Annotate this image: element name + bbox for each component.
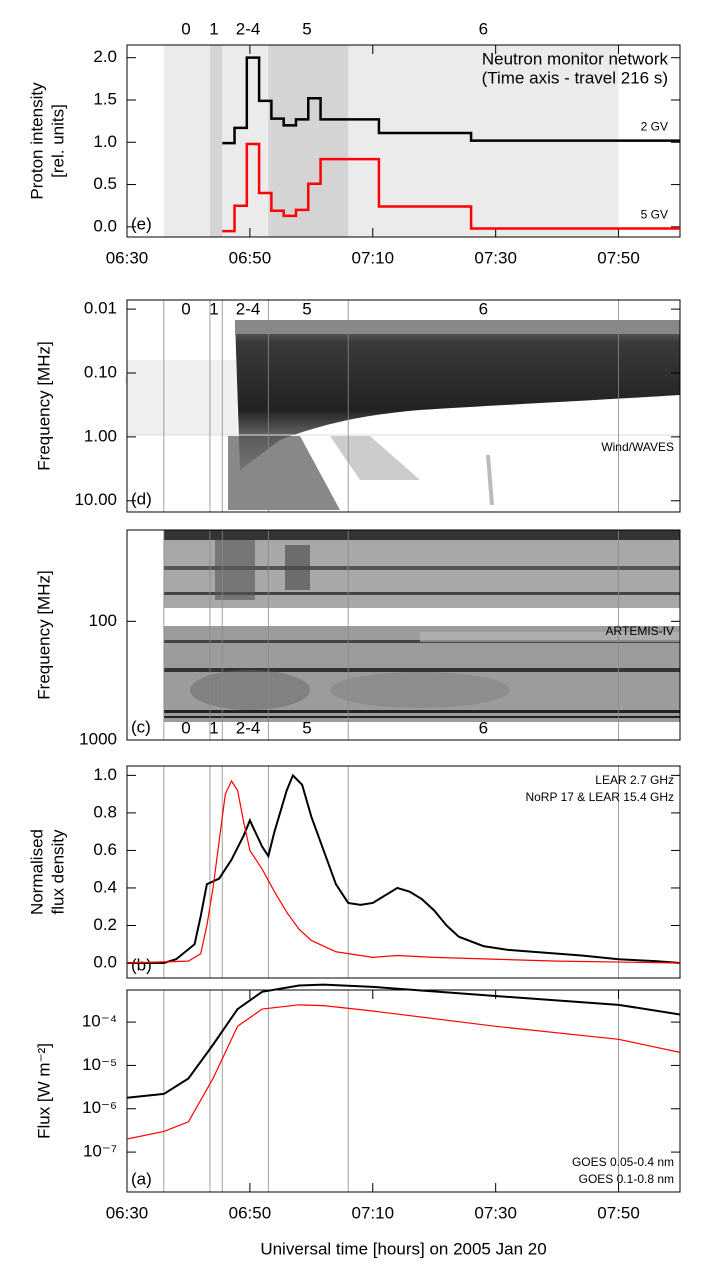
panel-label: (a) <box>131 1169 152 1188</box>
event-label: 0 <box>181 299 190 318</box>
y-tick-label: 1000 <box>79 729 117 748</box>
artemis-spectrogram <box>164 530 680 722</box>
series-line <box>126 779 681 964</box>
event-label: 5 <box>302 19 311 38</box>
x-tick-label: 07:50 <box>597 1203 640 1222</box>
x-tick-label: 07:10 <box>352 248 395 267</box>
x-tick-label: 07:50 <box>597 248 640 267</box>
event-label: 1 <box>209 19 218 38</box>
x-axis-label: Universal time [hours] on 2005 Jan 20 <box>260 1239 546 1258</box>
panel-label: (c) <box>131 717 151 736</box>
y-tick-label: 10⁻⁶ <box>82 1098 117 1117</box>
event-label: 1 <box>209 299 218 318</box>
y-tick-label: 1.0 <box>93 765 117 784</box>
y-axis-label: Proton intensity <box>27 82 46 200</box>
plot-frame <box>126 529 681 741</box>
legend-entry: NoRP 17 & LEAR 15.4 GHz <box>525 790 674 804</box>
y-axis-label: [rel. units] <box>48 104 67 178</box>
y-tick-label: 0.0 <box>93 216 117 235</box>
event-label: 2-4 <box>236 299 261 318</box>
annotation: (Time axis - travel 216 s) <box>482 68 668 87</box>
legend-entry: GOES 0.1-0.8 nm <box>579 1172 674 1186</box>
x-tick-label: 06:30 <box>106 248 149 267</box>
x-tick-label: 07:10 <box>352 1203 395 1222</box>
series-label: 5 GV <box>641 208 668 222</box>
step-line <box>222 56 680 145</box>
event-label: 6 <box>479 718 488 737</box>
y-tick-label: 0.01 <box>84 299 117 318</box>
legend-entry: LEAR 2.7 GHz <box>595 773 674 787</box>
y-tick-label: 1.5 <box>93 89 117 108</box>
plot-frame <box>126 299 681 513</box>
x-tick-label: 06:30 <box>106 1203 149 1222</box>
y-axis-label: Normalised <box>27 829 46 915</box>
y-tick-label: 0.4 <box>93 877 117 896</box>
y-tick-label: 0.8 <box>93 802 117 821</box>
wind-waves-spectrogram <box>125 320 680 510</box>
x-tick-label: 06:50 <box>229 1203 272 1222</box>
event-label: 1 <box>209 718 218 737</box>
x-tick-label: 07:30 <box>474 1203 517 1222</box>
y-tick-label: 10⁻⁴ <box>82 1012 117 1031</box>
plot-frame <box>126 765 681 979</box>
y-axis-label: flux density <box>48 829 67 915</box>
series-line <box>127 773 681 964</box>
x-tick-label: 07:30 <box>474 248 517 267</box>
y-tick-label: 100 <box>89 611 117 630</box>
instrument-label: Wind/WAVES <box>601 440 674 454</box>
y-tick-label: 10.00 <box>74 490 117 509</box>
legend-entry: GOES 0.05-0.4 nm <box>572 1155 674 1169</box>
series-label: 2 GV <box>641 120 668 134</box>
event-label: 2-4 <box>236 19 261 38</box>
instrument-label: ARTEMIS-IV <box>606 624 674 638</box>
y-tick-label: 1.00 <box>84 426 117 445</box>
x-tick-label: 06:50 <box>229 248 272 267</box>
y-tick-label: 2.0 <box>93 47 117 66</box>
event-label: 5 <box>302 299 311 318</box>
y-tick-label: 0.6 <box>93 840 117 859</box>
y-axis-label: Flux [W m⁻²] <box>34 1043 53 1139</box>
y-tick-label: 1.0 <box>93 132 117 151</box>
event-label: 6 <box>479 299 488 318</box>
event-label: 5 <box>302 718 311 737</box>
shaded-region <box>209 45 223 237</box>
event-label: 0 <box>181 19 190 38</box>
panel-label: (d) <box>131 489 152 508</box>
event-label: 6 <box>479 19 488 38</box>
y-axis-label: Frequency [MHz] <box>34 341 53 470</box>
y-tick-label: 0.2 <box>93 915 117 934</box>
y-tick-label: 10⁻⁵ <box>82 1055 117 1074</box>
y-tick-label: 0.5 <box>93 174 117 193</box>
annotation: Neutron monitor network <box>482 49 669 68</box>
y-axis-label: Frequency [MHz] <box>34 570 53 699</box>
event-label: 2-4 <box>236 718 261 737</box>
y-tick-label: 0.0 <box>93 952 117 971</box>
event-label: 0 <box>181 718 190 737</box>
series-line <box>126 1004 681 1140</box>
step-line <box>222 142 680 233</box>
panel-label: (b) <box>131 955 152 974</box>
panel-label: (e) <box>131 214 152 233</box>
y-tick-label: 10⁻⁷ <box>83 1142 117 1161</box>
y-tick-label: 0.10 <box>84 362 117 381</box>
series-line <box>126 983 681 1099</box>
